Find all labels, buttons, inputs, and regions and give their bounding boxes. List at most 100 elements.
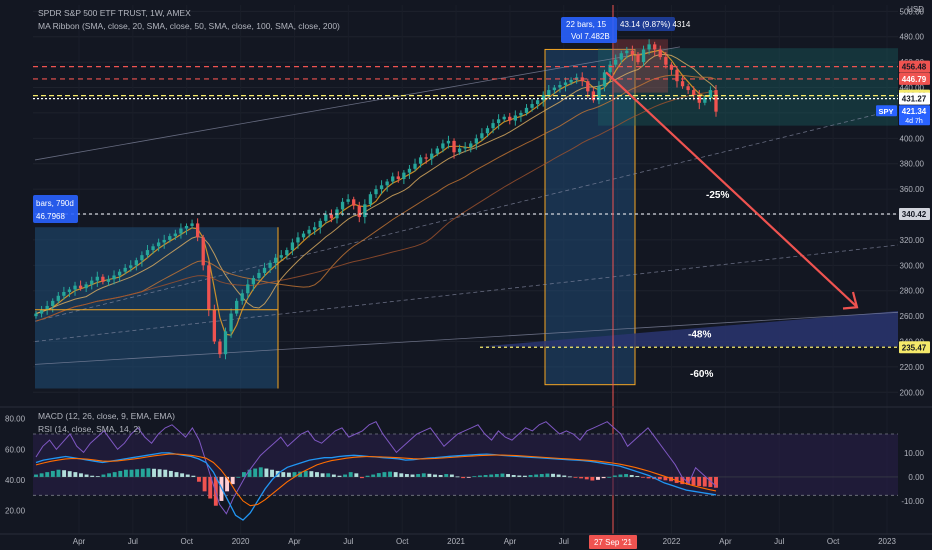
candle-body[interactable] (84, 284, 88, 289)
candle-body[interactable] (675, 69, 679, 82)
candle-body[interactable] (145, 250, 150, 256)
candle-body[interactable] (106, 279, 111, 282)
candle-body[interactable] (586, 81, 590, 92)
candle-body[interactable] (508, 116, 512, 121)
candle-body[interactable] (669, 64, 674, 70)
candle-body[interactable] (424, 157, 428, 159)
candle-body[interactable] (407, 168, 412, 173)
candle-body[interactable] (324, 214, 328, 221)
candle-body[interactable] (134, 260, 138, 266)
candle-body[interactable] (223, 331, 228, 355)
candle-body[interactable] (95, 276, 99, 281)
candle-body[interactable] (51, 300, 55, 306)
candle-body[interactable] (117, 271, 122, 276)
candle-body[interactable] (363, 204, 367, 218)
candle-body[interactable] (625, 50, 629, 54)
candle-body[interactable] (212, 309, 217, 342)
candle-body[interactable] (318, 220, 322, 228)
candle-body[interactable] (201, 237, 205, 266)
candle-body[interactable] (647, 44, 651, 50)
candle-body[interactable] (619, 53, 623, 60)
candle-body[interactable] (441, 143, 445, 149)
candle-body[interactable] (246, 284, 250, 294)
candle-body[interactable] (519, 112, 523, 116)
candle-body[interactable] (396, 176, 400, 179)
candle-body[interactable] (714, 90, 718, 112)
candle-body[interactable] (563, 82, 568, 85)
candle-body[interactable] (301, 233, 306, 238)
candle-body[interactable] (78, 285, 83, 289)
candle-body[interactable] (524, 107, 529, 113)
candle-body[interactable] (480, 133, 484, 139)
candle-body[interactable] (686, 86, 690, 91)
candle-body[interactable] (569, 79, 573, 83)
candle-body[interactable] (340, 201, 345, 210)
candle-body[interactable] (123, 267, 127, 272)
candle-body[interactable] (535, 100, 540, 105)
candle-body[interactable] (329, 214, 334, 219)
candle-body[interactable] (552, 87, 557, 91)
candle-body[interactable] (430, 153, 434, 159)
candle-body[interactable] (457, 148, 462, 153)
candle-body[interactable] (274, 257, 278, 263)
candle-body[interactable] (156, 242, 161, 247)
candle-body[interactable] (530, 104, 534, 108)
candle-body[interactable] (357, 205, 361, 218)
candle-body[interactable] (379, 185, 384, 190)
candle-body[interactable] (168, 236, 172, 240)
candle-body[interactable] (290, 242, 295, 251)
candle-body[interactable] (653, 44, 657, 50)
candle-body[interactable] (658, 49, 662, 58)
candle-body[interactable] (697, 95, 701, 103)
candle-body[interactable] (703, 97, 707, 103)
candle-body[interactable] (435, 148, 439, 154)
candle-body[interactable] (513, 115, 518, 121)
candle-body[interactable] (491, 123, 495, 129)
candle-body[interactable] (485, 128, 490, 134)
candle-body[interactable] (62, 291, 66, 296)
candle-body[interactable] (45, 305, 49, 310)
candle-body[interactable] (346, 199, 350, 202)
candle-body[interactable] (630, 50, 635, 55)
candle-body[interactable] (179, 228, 183, 234)
candle-body[interactable] (240, 293, 244, 301)
candle-body[interactable] (608, 64, 612, 73)
candle-body[interactable] (641, 49, 646, 63)
candle-body[interactable] (129, 265, 133, 268)
candle-body[interactable] (502, 116, 506, 120)
candle-body[interactable] (234, 300, 239, 314)
candle-body[interactable] (268, 262, 272, 268)
candle-body[interactable] (558, 85, 562, 88)
candle-body[interactable] (162, 239, 166, 243)
candle-body[interactable] (636, 54, 640, 63)
candle-body[interactable] (352, 199, 356, 206)
candle-body[interactable] (547, 90, 551, 96)
candle-body[interactable] (708, 90, 713, 98)
candle-body[interactable] (469, 143, 473, 148)
candle-body[interactable] (190, 223, 194, 226)
candle-body[interactable] (446, 140, 451, 144)
candle-body[interactable] (692, 90, 696, 96)
candle-body[interactable] (307, 229, 311, 234)
candle-body[interactable] (374, 189, 378, 195)
candle-body[interactable] (413, 163, 417, 169)
candle-body[interactable] (452, 140, 456, 153)
candle-body[interactable] (541, 95, 545, 101)
candle-body[interactable] (664, 57, 668, 65)
candle-body[interactable] (680, 81, 685, 87)
candle-body[interactable] (285, 250, 289, 256)
candle-body[interactable] (262, 267, 267, 273)
candle-body[interactable] (251, 278, 256, 285)
candle-body[interactable] (140, 255, 144, 261)
candle-body[interactable] (418, 157, 423, 164)
candle-body[interactable] (614, 59, 618, 65)
candle-body[interactable] (112, 275, 116, 280)
candle-body[interactable] (73, 285, 77, 290)
candle-body[interactable] (184, 225, 189, 229)
candle-body[interactable] (474, 138, 478, 144)
candle-body[interactable] (229, 313, 233, 332)
candle-body[interactable] (279, 255, 283, 258)
candle-body[interactable] (173, 233, 178, 237)
candle-body[interactable] (195, 223, 200, 238)
